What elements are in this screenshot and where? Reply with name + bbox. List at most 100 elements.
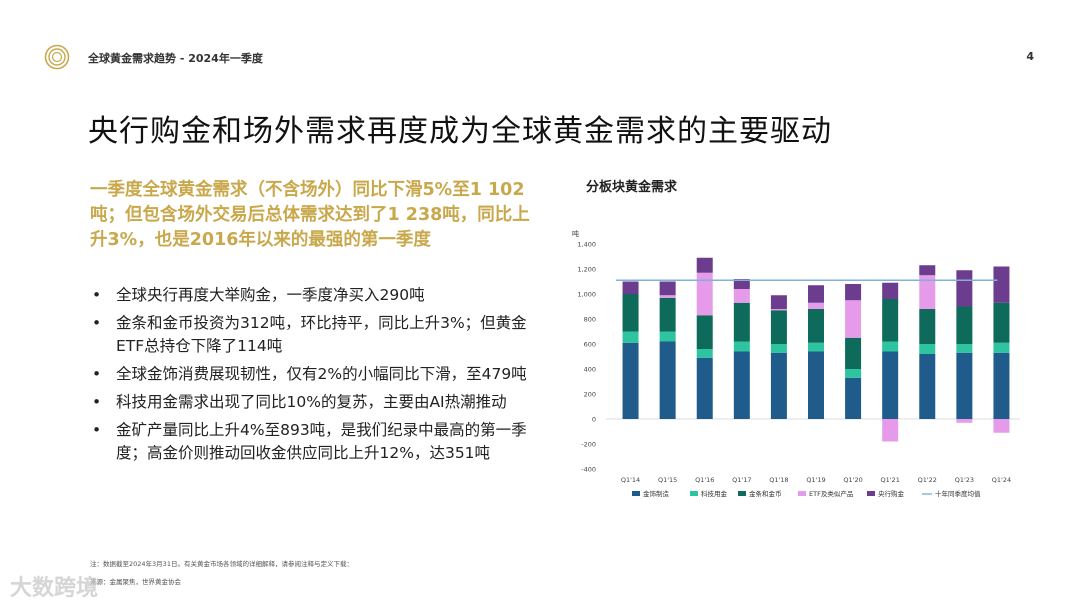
bar-segment xyxy=(808,342,824,352)
bullet-text: 全球央行再度大举购金，一季度净买入290吨 xyxy=(116,286,425,304)
bar-segment xyxy=(622,294,639,332)
y-tick-label: 0 xyxy=(592,416,596,424)
x-tick-label: Q1'18 xyxy=(769,476,788,484)
bar-segment xyxy=(696,257,713,273)
bar-segment xyxy=(622,331,639,343)
bullet-dot: • xyxy=(92,286,102,304)
bullet-item: • 全球金饰消费展现韧性，仅有2%的小幅同比下滑，至479吨 xyxy=(90,363,550,386)
y-tick-label: -400 xyxy=(581,466,596,474)
bullet-list: • 全球央行再度大举购金，一季度净买入290吨 • 金条和金币投资为312吨，环比持… xyxy=(90,284,550,470)
x-tick-label: Q1'14 xyxy=(621,476,640,484)
bar-segment xyxy=(919,354,936,419)
bar-segment xyxy=(770,310,787,344)
bar-segment xyxy=(770,344,787,353)
bar-segment xyxy=(696,357,713,419)
y-tick-label: 800 xyxy=(584,316,596,324)
x-tick-label: Q1'24 xyxy=(992,476,1011,484)
bar-segment xyxy=(622,342,639,419)
bar-segment xyxy=(882,419,899,442)
y-tick-label: 1,400 xyxy=(577,241,596,249)
bar-segment xyxy=(808,285,824,303)
bar-segment xyxy=(919,344,936,354)
bullet-dot: • xyxy=(92,365,102,383)
legend-label: 金条和金币 xyxy=(749,489,782,498)
chart-title: 分板块黄金需求 xyxy=(586,180,678,195)
bar-segment xyxy=(733,351,750,419)
legend-label: 科技用金 xyxy=(701,489,728,498)
legend-swatch xyxy=(690,491,698,496)
bar-segment xyxy=(659,295,676,298)
bar-segment xyxy=(659,281,676,296)
bar-segment xyxy=(845,337,862,369)
bar-segment xyxy=(956,344,973,353)
bar-segment xyxy=(770,352,787,419)
bar-segment xyxy=(956,419,973,423)
bullet-text: 全球金饰消费展现韧性，仅有2%的小幅同比下滑，至479吨 xyxy=(116,365,527,383)
x-tick-label: Q1'16 xyxy=(695,476,714,484)
legend-label: 金饰制造 xyxy=(643,489,670,498)
bar-segment xyxy=(733,289,750,303)
bar-segment xyxy=(882,299,899,342)
bullet-item: • 全球央行再度大举购金，一季度净买入290吨 xyxy=(90,284,550,307)
legend-label: ETF及类似产品 xyxy=(809,489,853,498)
x-tick-label: Q1'20 xyxy=(843,476,862,484)
legend-label: 十年同季度均值 xyxy=(935,489,981,498)
bar-segment xyxy=(919,275,936,309)
y-tick-label: 600 xyxy=(584,341,596,349)
report-title: 全球黄金需求趋势 - 2024年一季度 xyxy=(88,52,263,65)
bar-segment xyxy=(882,341,899,352)
x-tick-label: Q1'23 xyxy=(955,476,974,484)
footnote: 注：数据截至2024年3月31日。有关黄金市场各领域的详细解释，请参阅注释与定义… xyxy=(90,560,353,568)
legend-swatch xyxy=(632,491,640,496)
bar-segment xyxy=(919,265,936,276)
y-tick-label: 200 xyxy=(584,391,596,399)
y-tick-label: 1,200 xyxy=(577,266,596,274)
bar-segment xyxy=(956,270,973,307)
bullet-text: 科技用金需求出现了同比10%的复苏，主要由AI热潮推动 xyxy=(116,393,507,411)
y-tick-label: 400 xyxy=(584,366,596,374)
bar-segment xyxy=(733,302,750,342)
legend-swatch xyxy=(867,491,875,496)
bar-segment xyxy=(956,352,973,419)
bar-segment xyxy=(993,419,1010,433)
source-note: 来源：金属聚焦，世界黄金协会 xyxy=(90,578,181,586)
bullet-text: 金条和金币投资为312吨，环比持平，同比上升3%；但黄金ETF总持仓下降了114… xyxy=(116,314,527,355)
bar-segment xyxy=(919,309,936,344)
x-tick-label: Q1'19 xyxy=(806,476,825,484)
bullet-dot: • xyxy=(92,421,102,439)
bar-segment xyxy=(845,300,862,338)
bar-segment xyxy=(956,306,973,344)
bar-segment xyxy=(696,315,713,349)
watermark: 大数跨境 xyxy=(10,576,99,601)
bar-segment xyxy=(808,351,824,419)
page-number: 4 xyxy=(1026,50,1034,63)
bar-segment xyxy=(696,272,713,316)
bar-segment xyxy=(993,352,1010,419)
brand-logo xyxy=(44,44,70,70)
slide-title: 央行购金和场外需求再度成为全球黄金需求的主要驱动 xyxy=(88,114,832,149)
bar-segment xyxy=(659,297,676,332)
x-tick-label: Q1'17 xyxy=(732,476,751,484)
gold-demand-chart: 吨 1,400 1,200 1,000 800 600 400 200 0 -200 -400 Q1'… xyxy=(572,229,1020,498)
x-tick-label: Q1'21 xyxy=(881,476,900,484)
legend-label: 央行购金 xyxy=(878,489,905,498)
bullet-dot: • xyxy=(92,393,102,411)
bar-segment xyxy=(733,279,750,289)
bar-segment xyxy=(696,349,713,358)
legend-swatch xyxy=(798,491,806,496)
bullet-item: • 金条和金币投资为312吨，环比持平，同比上升3%；但黄金ETF总持仓下降了11… xyxy=(90,312,550,358)
bar-segment xyxy=(770,309,787,311)
bullet-item: • 金矿产量同比上升4%至893吨，是我们纪录中最高的第一季度；高金价则推动回收金… xyxy=(90,419,550,465)
bar-segment xyxy=(622,281,639,294)
bullet-dot: • xyxy=(92,314,102,332)
bar-segment xyxy=(808,309,824,343)
x-tick-label: Q1'15 xyxy=(658,476,677,484)
bar-segment xyxy=(882,282,899,299)
bar-segment xyxy=(808,302,824,309)
x-tick-label: Q1'22 xyxy=(918,476,937,484)
bar-segment xyxy=(845,377,862,419)
bar-segment xyxy=(993,302,1010,343)
bar-segment xyxy=(882,351,899,419)
bullet-item: • 科技用金需求出现了同比10%的复苏，主要由AI热潮推动 xyxy=(90,391,550,414)
bar-segment xyxy=(845,369,862,378)
